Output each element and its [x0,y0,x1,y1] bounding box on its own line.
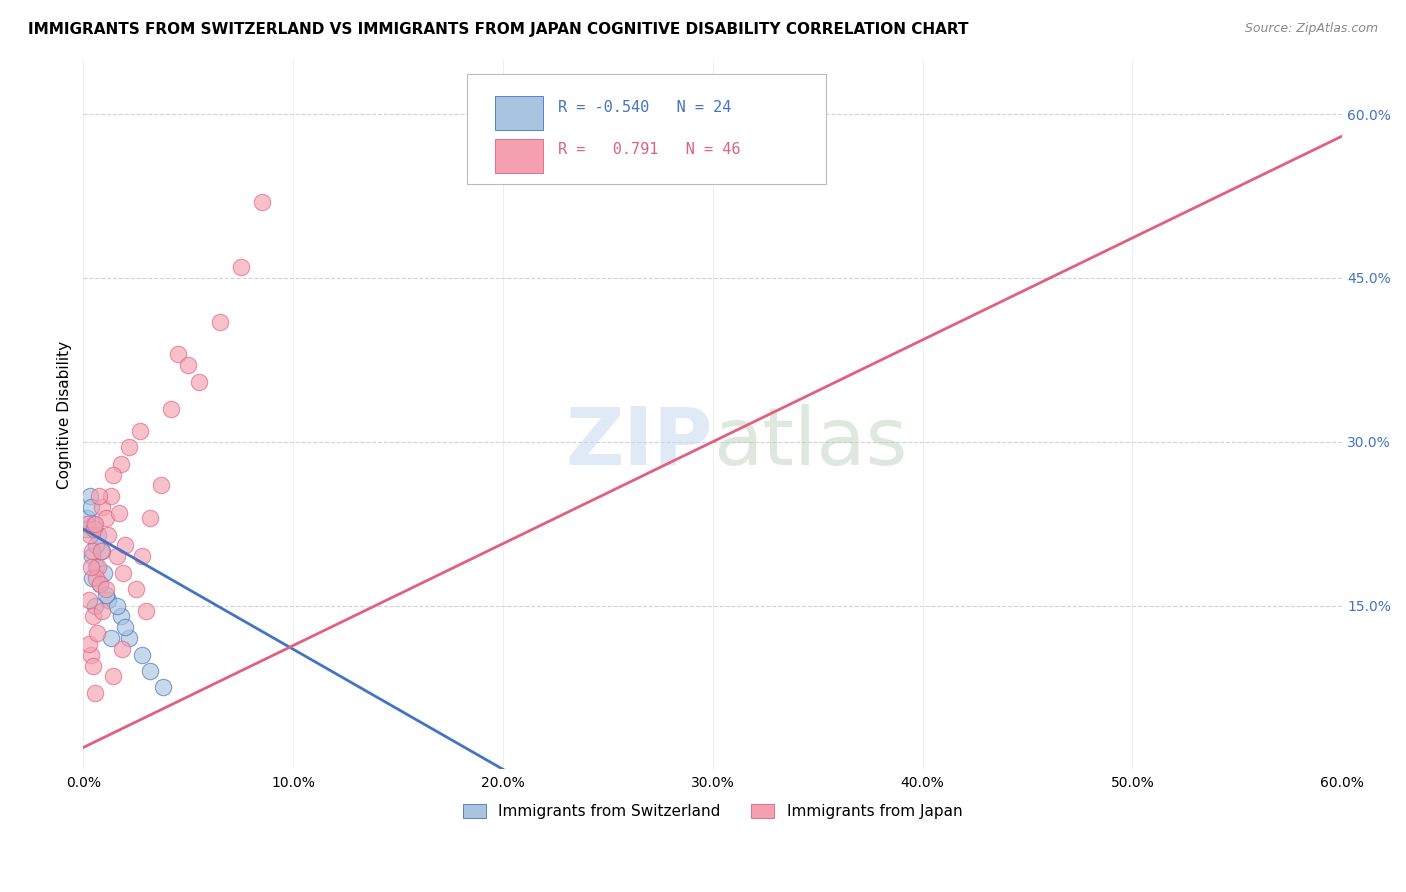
Point [84,571,107,585]
Point [84,516,107,531]
Point [86,625,108,640]
Point [80,549,103,564]
Point [111,642,134,657]
Point [79,500,101,515]
Point [114,539,136,553]
Point [229,260,252,274]
Point [77,637,100,651]
Point [100,489,122,503]
Text: R = -0.540   N = 24: R = -0.540 N = 24 [558,100,731,115]
Point [93,566,115,580]
Point [152,681,174,695]
Text: Source: ZipAtlas.com: Source: ZipAtlas.com [1244,22,1378,36]
Point [87,489,110,503]
Point [97,593,120,607]
Point [97,527,120,541]
Point [105,599,128,613]
Point [160,402,183,417]
Text: R =   0.791   N = 46: R = 0.791 N = 46 [558,143,741,157]
Point [89,576,111,591]
Point [187,375,209,389]
Point [110,457,132,471]
Point [79,527,101,541]
Point [208,315,231,329]
FancyBboxPatch shape [467,74,827,184]
Point [96,588,118,602]
Point [75,522,97,536]
Point [105,549,128,564]
Point [96,511,118,525]
Point [77,593,100,607]
Point [131,648,153,662]
Point [79,489,101,503]
Point [83,522,105,536]
Point [129,424,152,438]
Point [84,539,107,553]
Point [87,560,110,574]
Point [114,620,136,634]
Point [250,194,273,209]
Point [110,609,132,624]
Point [79,648,101,662]
Point [87,527,110,541]
Point [118,440,141,454]
Point [131,549,153,564]
Point [89,576,111,591]
Point [135,604,157,618]
Bar [495,138,543,172]
Point [76,511,98,525]
Point [108,506,131,520]
Point [83,516,105,531]
Point [139,664,162,678]
Point [84,560,107,574]
Point [96,582,118,596]
Text: IMMIGRANTS FROM SWITZERLAND VS IMMIGRANTS FROM JAPAN COGNITIVE DISABILITY CORREL: IMMIGRANTS FROM SWITZERLAND VS IMMIGRANT… [28,22,969,37]
Point [101,669,124,683]
Point [83,686,105,700]
Point [80,560,103,574]
Point [83,599,105,613]
Point [91,604,114,618]
Bar [495,96,543,130]
Point [118,632,141,646]
Point [82,609,104,624]
Text: atlas: atlas [713,404,907,482]
Point [100,632,122,646]
Point [139,511,162,525]
Point [91,544,114,558]
Y-axis label: Cognitive Disability: Cognitive Disability [58,341,72,489]
Text: ZIP: ZIP [565,404,713,482]
Point [90,544,112,558]
Point [149,478,172,492]
Point [76,516,98,531]
Point [80,571,103,585]
Point [166,347,188,361]
Point [177,359,200,373]
Point [82,658,104,673]
Point [101,467,124,482]
Point [91,500,114,515]
Point [125,582,148,596]
Legend: Immigrants from Switzerland, Immigrants from Japan: Immigrants from Switzerland, Immigrants … [457,798,969,825]
Point [112,566,135,580]
Point [80,544,103,558]
